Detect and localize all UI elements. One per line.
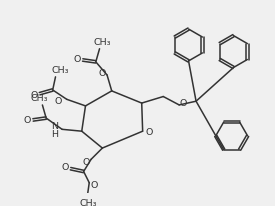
- Text: CH₃: CH₃: [79, 199, 97, 206]
- Text: O: O: [83, 158, 90, 167]
- Text: N: N: [51, 122, 58, 131]
- Text: CH₃: CH₃: [51, 66, 69, 75]
- Text: CH₃: CH₃: [31, 94, 48, 103]
- Text: O: O: [73, 55, 81, 63]
- Text: O: O: [179, 99, 187, 108]
- Text: O: O: [90, 181, 98, 190]
- Text: H: H: [51, 130, 58, 139]
- Text: O: O: [145, 128, 153, 137]
- Text: O: O: [24, 116, 31, 125]
- Text: CH₃: CH₃: [94, 38, 111, 47]
- Text: O: O: [99, 69, 106, 78]
- Text: O: O: [61, 163, 68, 172]
- Text: O: O: [55, 97, 62, 106]
- Text: O: O: [30, 91, 38, 100]
